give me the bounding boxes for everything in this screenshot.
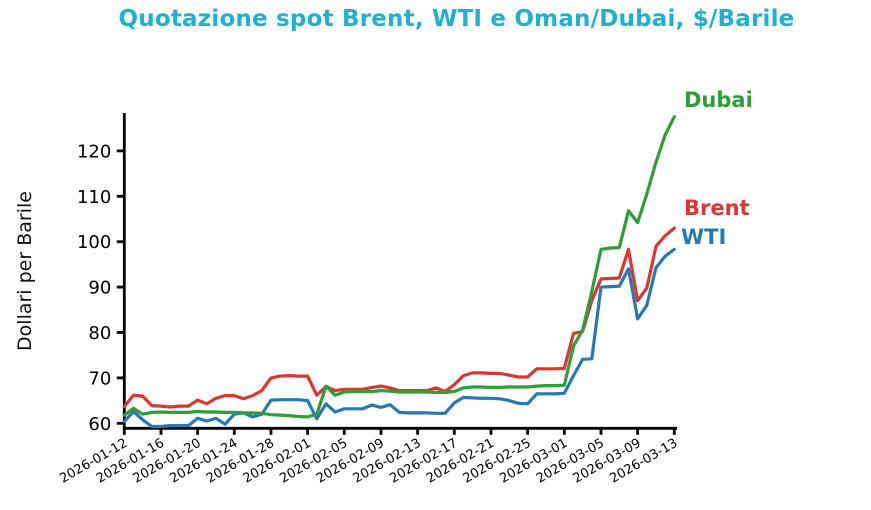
axis-ticks [116,149,676,435]
y-tick-labels: 60 70 80 90 100 110 120 [77,141,111,434]
svg-text:80: 80 [88,323,111,344]
series-lines [122,115,676,429]
chart-title: Quotazione spot Brent, WTI e Oman/Dubai,… [118,6,795,32]
svg-text:120: 120 [77,141,111,162]
svg-text:100: 100 [77,232,111,253]
svg-text:60: 60 [88,414,111,435]
axes-spines [122,113,677,430]
series-label-dubai: Dubai [684,88,753,112]
svg-text:70: 70 [88,368,111,389]
svg-text:110: 110 [77,187,111,208]
series-label-wti: WTI [681,225,727,249]
svg-text:90: 90 [88,278,111,299]
series-label-brent: Brent [684,196,750,220]
x-tick-labels: 2026-01-122026-01-162026-01-202026-01-24… [57,436,680,487]
y-axis-label: Dollari per Barile [14,191,36,351]
